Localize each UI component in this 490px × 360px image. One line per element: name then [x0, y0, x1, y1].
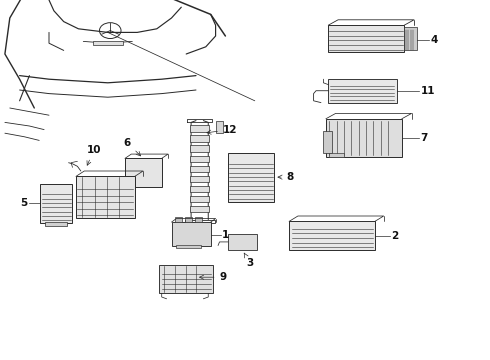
- Bar: [172, 222, 211, 246]
- Bar: [93, 41, 122, 45]
- Bar: [328, 25, 404, 52]
- Text: 8: 8: [278, 172, 294, 182]
- Bar: [125, 158, 162, 187]
- Bar: [40, 184, 72, 223]
- Bar: [190, 176, 209, 182]
- Bar: [176, 245, 201, 248]
- Bar: [76, 176, 135, 218]
- Bar: [323, 131, 332, 153]
- Bar: [185, 217, 192, 222]
- Bar: [228, 153, 274, 202]
- Bar: [404, 27, 416, 50]
- Text: 4: 4: [430, 35, 438, 45]
- Bar: [45, 222, 67, 226]
- Bar: [190, 196, 209, 202]
- Text: 7: 7: [420, 133, 428, 143]
- Text: 10: 10: [87, 145, 101, 165]
- Text: 6: 6: [124, 138, 141, 156]
- Bar: [289, 221, 375, 250]
- Bar: [190, 186, 209, 192]
- Bar: [216, 121, 223, 133]
- Text: 11: 11: [420, 86, 435, 96]
- Text: 5: 5: [21, 198, 28, 208]
- Bar: [328, 79, 397, 103]
- Bar: [195, 217, 202, 222]
- Text: 9: 9: [199, 272, 227, 282]
- Text: 2: 2: [391, 231, 398, 241]
- Bar: [190, 206, 209, 212]
- Bar: [329, 153, 344, 157]
- Bar: [326, 119, 402, 157]
- Text: 1: 1: [222, 230, 229, 240]
- Bar: [190, 125, 209, 132]
- Bar: [228, 234, 257, 250]
- Text: 3: 3: [244, 253, 253, 269]
- Text: 12: 12: [207, 125, 238, 135]
- Bar: [190, 135, 209, 142]
- Bar: [159, 265, 213, 293]
- Bar: [190, 156, 209, 162]
- Bar: [175, 217, 182, 222]
- Bar: [190, 145, 209, 152]
- Bar: [190, 166, 209, 172]
